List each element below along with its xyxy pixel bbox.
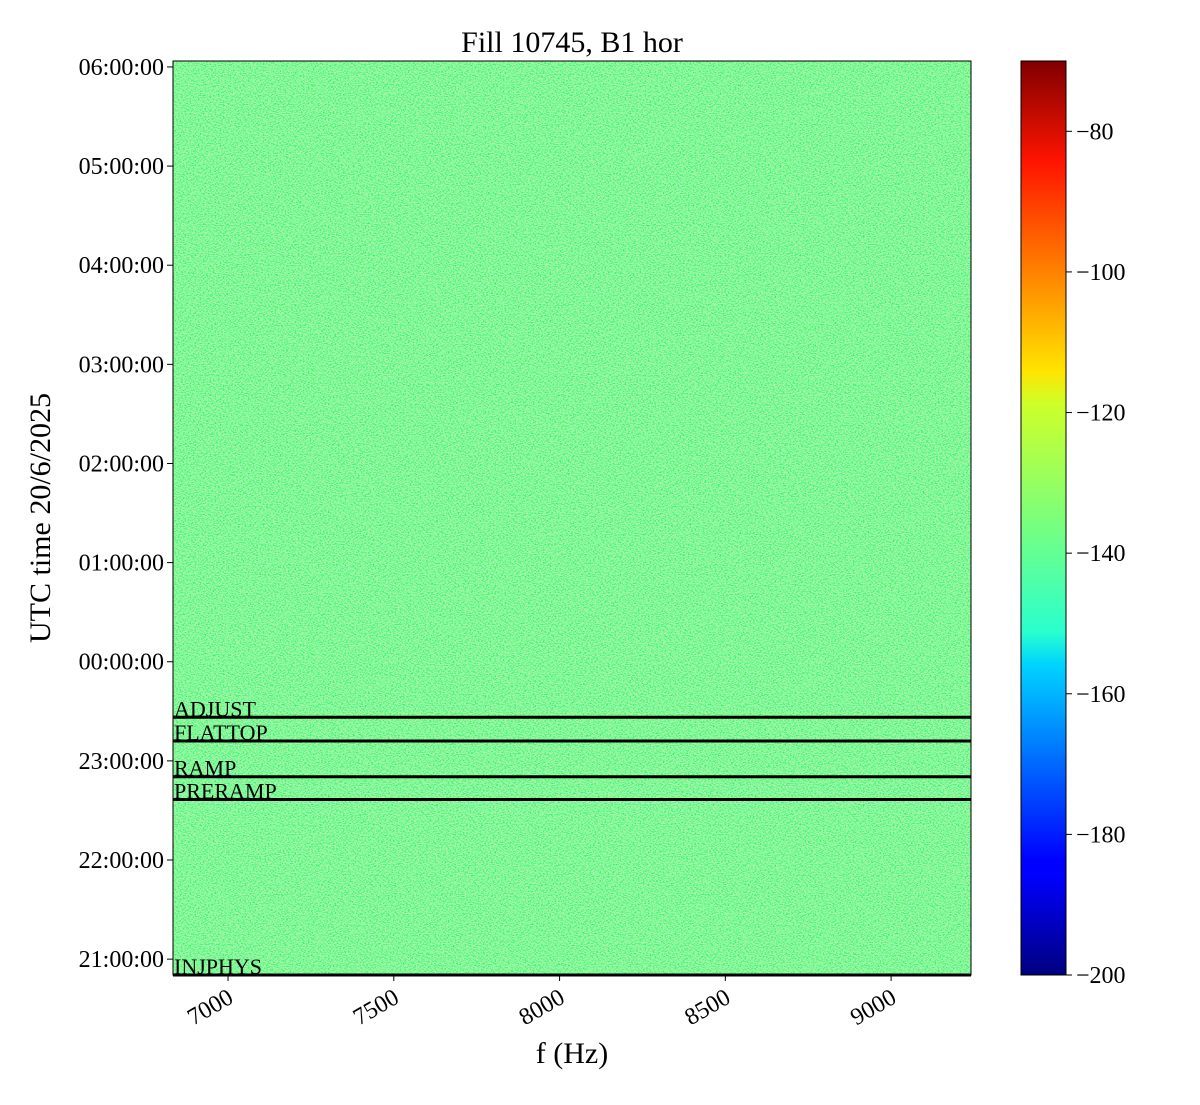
x-tick-label: 7000 [183, 984, 238, 1031]
y-tick-label: 03:00:00 [79, 352, 164, 378]
phase-label: PRERAMP [174, 779, 277, 804]
x-tick-label: 7500 [349, 984, 404, 1031]
colorbar-tick-label: −80 [1076, 119, 1114, 145]
colorbar-tick-label: −200 [1076, 963, 1126, 989]
y-tick-label: 06:00:00 [79, 55, 164, 81]
colorbar [1020, 60, 1067, 976]
y-tick-label: 04:00:00 [79, 253, 164, 279]
phase-label: INJPHYS [174, 954, 262, 979]
y-tick-label: 21:00:00 [79, 947, 164, 973]
x-tick-label: 8000 [515, 984, 570, 1031]
x-tick-label: 9000 [846, 984, 901, 1031]
colorbar-tick-label: −160 [1076, 682, 1126, 708]
colorbar-tick-label: −180 [1076, 822, 1126, 848]
colorbar-tick-label: −140 [1076, 541, 1126, 567]
colorbar-tick-label: −100 [1076, 260, 1126, 286]
chart-title: Fill 10745, B1 hor [461, 26, 683, 59]
y-tick-label: 00:00:00 [79, 650, 164, 676]
y-tick-label: 22:00:00 [79, 848, 164, 874]
phase-label: ADJUST [174, 696, 256, 721]
x-axis-label: f (Hz) [536, 1037, 608, 1070]
colorbar-tick-label: −120 [1076, 401, 1126, 427]
y-axis-label: UTC time 20/6/2025 [24, 393, 57, 643]
y-tick-label: 02:00:00 [79, 451, 164, 477]
phase-label: RAMP [174, 756, 236, 781]
y-tick-label: 01:00:00 [79, 551, 164, 577]
phase-label: FLATTOP [174, 720, 268, 745]
x-tick-label: 8500 [681, 984, 736, 1031]
y-tick-label: 23:00:00 [79, 749, 164, 775]
spectrogram-noise [173, 61, 971, 975]
y-tick-label: 05:00:00 [79, 154, 164, 180]
